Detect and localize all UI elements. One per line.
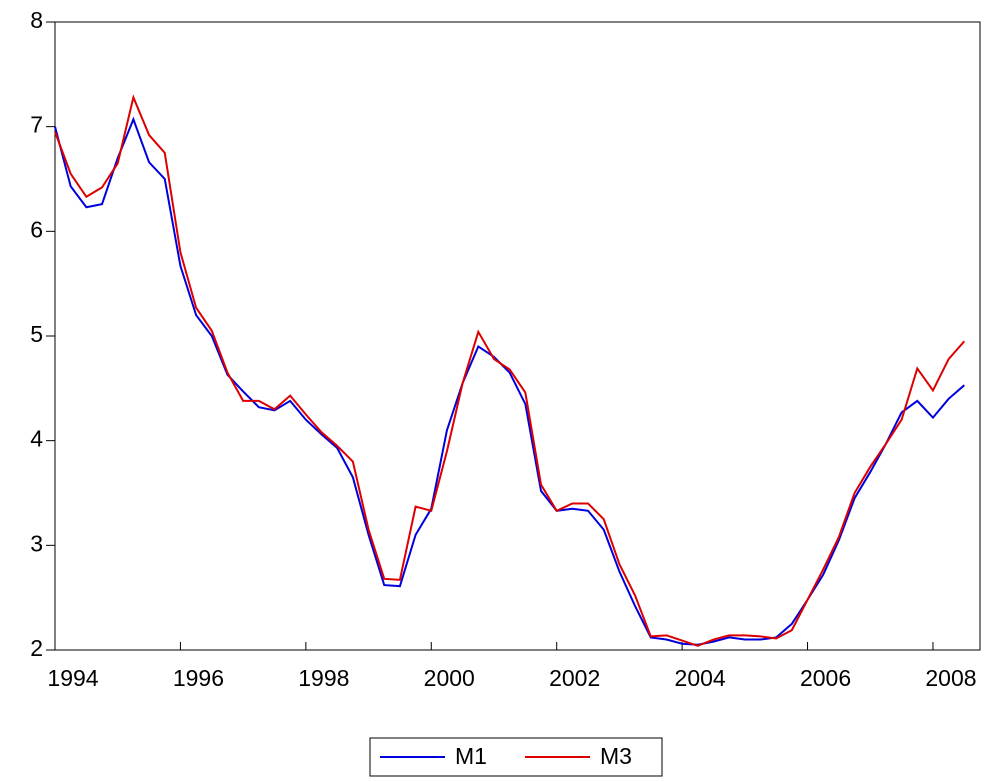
legend-label: M3 bbox=[600, 743, 632, 769]
x-tick-label: 2002 bbox=[549, 665, 600, 691]
y-tick-label: 7 bbox=[30, 112, 43, 138]
plot-frame bbox=[54, 21, 981, 651]
x-tick-label: 2006 bbox=[800, 665, 851, 691]
x-tick-label: 2000 bbox=[424, 665, 475, 691]
x-tick-label: 2008 bbox=[925, 665, 976, 691]
y-tick-label: 4 bbox=[30, 426, 43, 452]
y-tick-label: 3 bbox=[30, 530, 43, 556]
line-series bbox=[54, 116, 965, 646]
y-tick-label: 2 bbox=[30, 635, 43, 661]
x-tick-label: 1994 bbox=[47, 665, 98, 691]
y-tick-label: 5 bbox=[30, 321, 43, 347]
line-series bbox=[54, 94, 966, 647]
y-tick-label: 8 bbox=[30, 7, 43, 33]
x-tick-label: 1998 bbox=[298, 665, 349, 691]
x-tick-label: 2004 bbox=[675, 665, 726, 691]
x-tick-label: 1996 bbox=[173, 665, 224, 691]
y-tick-label: 6 bbox=[30, 216, 43, 242]
legend-label: M1 bbox=[455, 743, 487, 769]
